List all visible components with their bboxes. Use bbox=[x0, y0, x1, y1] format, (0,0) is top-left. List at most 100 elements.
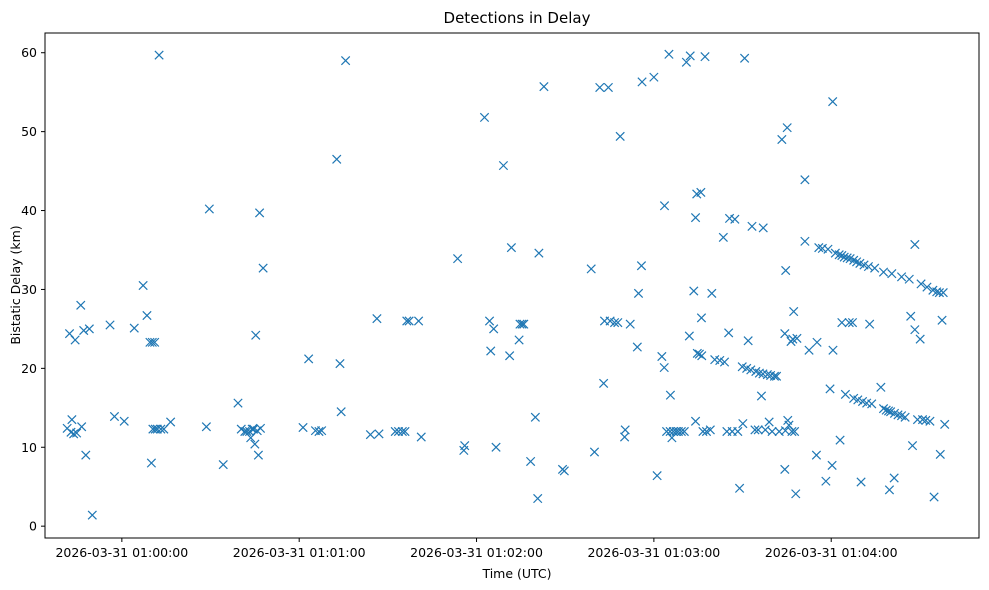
data-point bbox=[827, 460, 837, 471]
data-point bbox=[72, 428, 82, 438]
data-point bbox=[599, 378, 609, 388]
data-point bbox=[896, 272, 907, 282]
data-point bbox=[904, 274, 914, 284]
data-point bbox=[878, 267, 889, 277]
data-point bbox=[764, 417, 774, 427]
data-point bbox=[70, 335, 80, 345]
data-point bbox=[505, 351, 515, 361]
data-point bbox=[659, 362, 669, 373]
data-point bbox=[685, 51, 695, 61]
data-point bbox=[506, 243, 517, 253]
data-point bbox=[595, 82, 605, 93]
data-point bbox=[530, 412, 540, 422]
data-point bbox=[910, 239, 920, 250]
data-point bbox=[787, 426, 797, 437]
data-point bbox=[201, 422, 212, 432]
data-point bbox=[109, 411, 120, 422]
data-point bbox=[603, 82, 613, 93]
data-point bbox=[828, 97, 838, 107]
data-point bbox=[69, 429, 79, 439]
x-tick-label: 2026-03-31 01:04:00 bbox=[765, 545, 898, 560]
data-point bbox=[780, 464, 790, 474]
data-point bbox=[251, 330, 261, 340]
data-point bbox=[242, 426, 252, 437]
data-point bbox=[525, 456, 536, 467]
data-point bbox=[615, 131, 625, 141]
data-point bbox=[79, 325, 89, 336]
data-point bbox=[250, 439, 260, 449]
data-point bbox=[147, 337, 157, 347]
data-point bbox=[756, 391, 767, 401]
data-point bbox=[856, 477, 866, 487]
points-layer bbox=[62, 49, 950, 520]
data-point bbox=[844, 317, 854, 328]
data-point bbox=[747, 221, 757, 231]
data-point bbox=[298, 422, 308, 433]
data-point bbox=[800, 175, 810, 185]
data-point bbox=[814, 243, 824, 253]
data-point bbox=[304, 354, 314, 364]
chart-title: Detections in Delay bbox=[444, 9, 591, 27]
data-point bbox=[460, 441, 470, 451]
y-tick-label: 10 bbox=[21, 440, 37, 455]
data-point bbox=[762, 370, 772, 380]
data-point bbox=[335, 358, 345, 369]
data-point bbox=[619, 432, 630, 442]
data-point bbox=[76, 300, 86, 310]
data-point bbox=[336, 407, 346, 417]
data-point bbox=[148, 424, 158, 434]
data-point bbox=[633, 288, 644, 299]
data-point bbox=[696, 187, 706, 198]
data-point bbox=[917, 415, 928, 425]
data-point bbox=[404, 316, 414, 326]
data-point bbox=[780, 329, 790, 339]
data-point bbox=[700, 52, 710, 62]
data-point bbox=[753, 425, 763, 435]
data-point bbox=[782, 123, 792, 133]
data-point bbox=[416, 432, 426, 442]
data-point bbox=[413, 316, 424, 326]
data-point bbox=[697, 351, 707, 361]
data-point bbox=[314, 426, 324, 437]
data-point bbox=[733, 426, 743, 437]
data-point bbox=[739, 53, 750, 63]
data-point bbox=[519, 319, 529, 329]
data-point bbox=[105, 320, 115, 330]
data-point bbox=[767, 426, 777, 437]
y-tick-label: 30 bbox=[21, 282, 37, 297]
data-point bbox=[218, 459, 228, 470]
data-point bbox=[840, 389, 851, 400]
data-point bbox=[889, 473, 899, 483]
data-point bbox=[743, 336, 753, 346]
data-point bbox=[800, 236, 810, 246]
plot-frame bbox=[44, 32, 980, 539]
data-point bbox=[734, 483, 745, 493]
data-point bbox=[613, 317, 623, 328]
data-point bbox=[865, 319, 875, 329]
data-point bbox=[791, 489, 801, 499]
data-point bbox=[625, 319, 635, 329]
data-point bbox=[705, 425, 715, 435]
data-point bbox=[690, 213, 701, 223]
data-point bbox=[165, 417, 176, 427]
data-point bbox=[539, 82, 549, 92]
data-point bbox=[792, 333, 802, 343]
data-point bbox=[659, 201, 670, 211]
data-point bbox=[652, 471, 662, 481]
data-point bbox=[835, 435, 845, 445]
data-point bbox=[707, 288, 717, 299]
x-tick-label: 2026-03-31 01:01:00 bbox=[233, 545, 366, 560]
data-point bbox=[730, 214, 740, 224]
data-point bbox=[916, 279, 926, 289]
data-point bbox=[719, 357, 730, 367]
data-point bbox=[632, 342, 642, 352]
data-point bbox=[929, 492, 939, 502]
data-point bbox=[559, 466, 569, 476]
data-point bbox=[397, 426, 407, 437]
data-point bbox=[258, 263, 268, 273]
data-point bbox=[332, 154, 342, 164]
data-point bbox=[769, 371, 780, 381]
data-point bbox=[390, 426, 400, 437]
x-axis-label: Time (UTC) bbox=[481, 566, 551, 581]
data-point bbox=[915, 334, 925, 344]
